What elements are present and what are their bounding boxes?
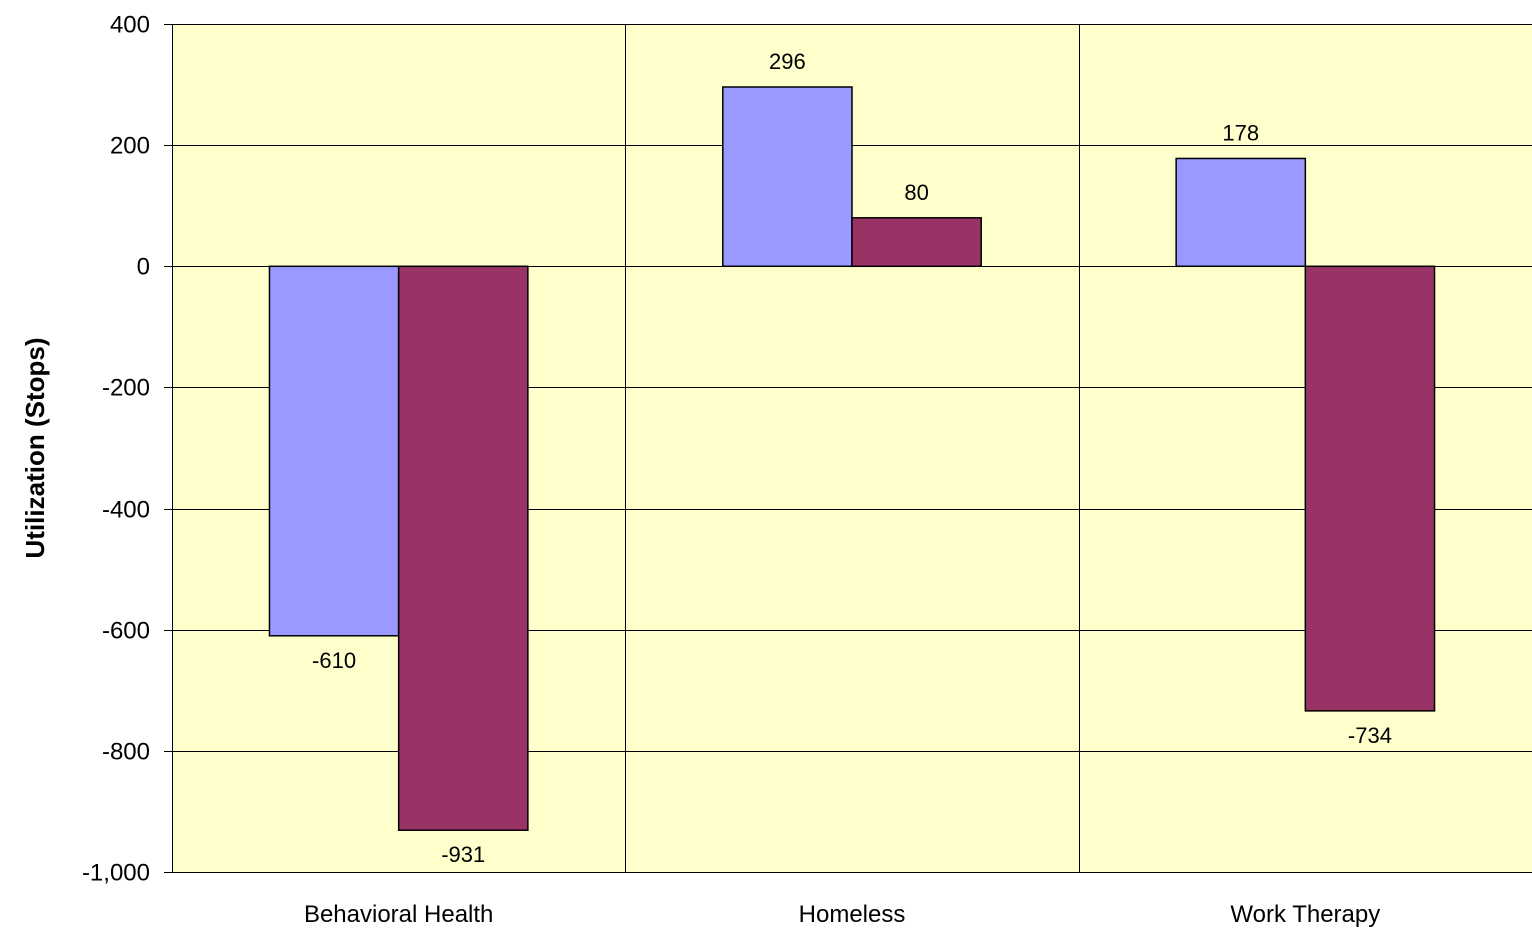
axes: 400 200 0 -200 -400 -600 -800 -1,000 Behavioral … bbox=[82, 12, 1532, 928]
y-tick-label: -600 bbox=[102, 618, 150, 645]
y-tick-label: -1,000 bbox=[82, 860, 150, 887]
bar bbox=[1175, 157, 1307, 268]
data-label: -734 bbox=[1348, 723, 1392, 748]
y-tick-label: -400 bbox=[102, 497, 150, 524]
data-label: 80 bbox=[904, 180, 928, 205]
bar bbox=[1304, 265, 1436, 712]
bar bbox=[722, 86, 853, 268]
data-label: 296 bbox=[769, 49, 806, 74]
x-tick-label: Work Therapy bbox=[1230, 901, 1380, 928]
y-tick-label: 0 bbox=[137, 254, 150, 281]
data-labels: -610 -931 296 80 178 -734 bbox=[312, 49, 1392, 867]
y-tick-label: -800 bbox=[102, 739, 150, 766]
data-label: -931 bbox=[441, 842, 485, 867]
y-axis-title: Utilization (Stops) bbox=[20, 338, 50, 559]
bars bbox=[268, 86, 1436, 831]
bar bbox=[268, 265, 400, 637]
x-tick-label: Behavioral Health bbox=[304, 901, 493, 928]
bar bbox=[397, 265, 529, 831]
y-tick-label: 200 bbox=[110, 133, 150, 160]
y-tick-label: 400 bbox=[110, 12, 150, 39]
data-label: 178 bbox=[1222, 120, 1259, 145]
bar bbox=[851, 217, 982, 268]
x-tick-label: Homeless bbox=[799, 901, 906, 928]
y-tick-label: -200 bbox=[102, 375, 150, 402]
data-label: -610 bbox=[312, 648, 356, 673]
